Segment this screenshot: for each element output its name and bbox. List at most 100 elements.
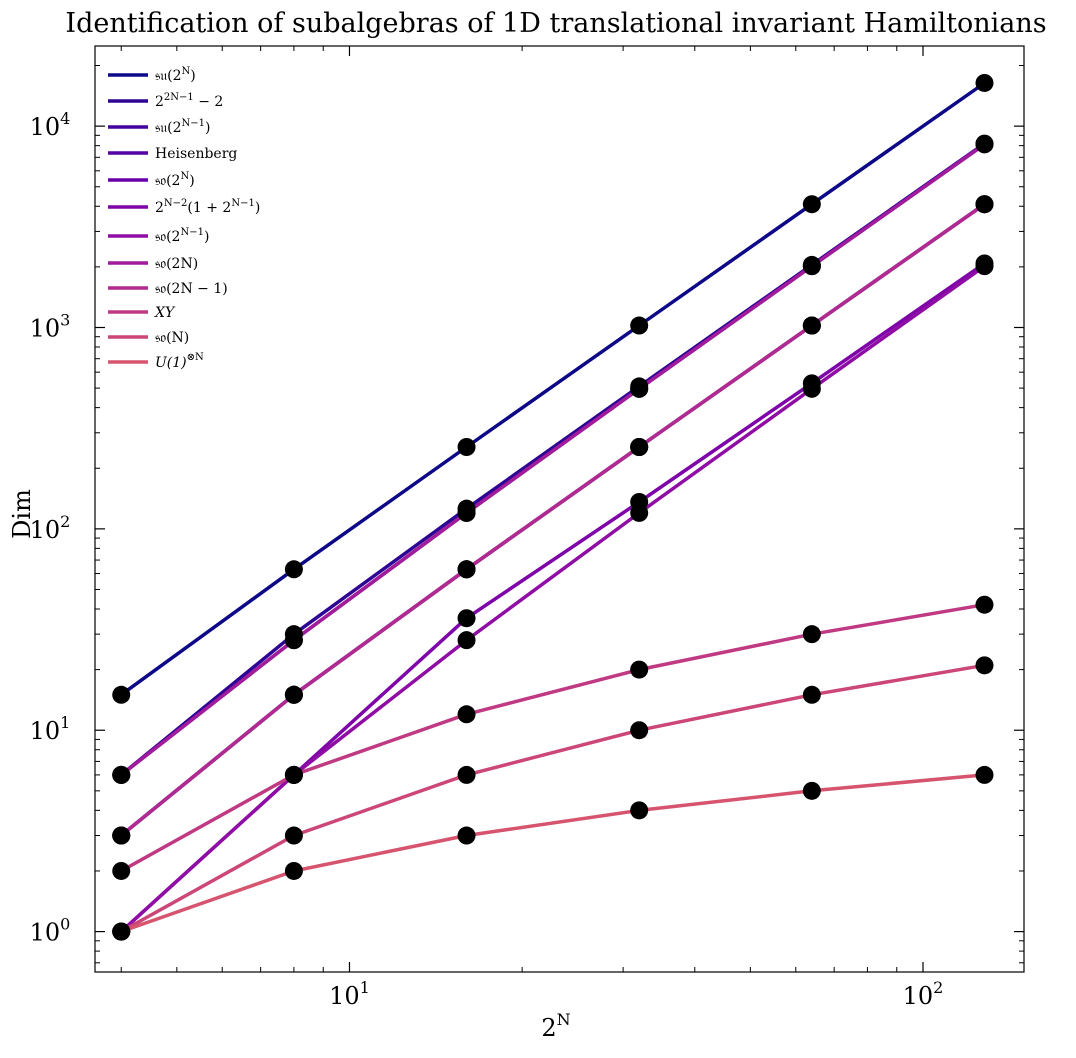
x-tick-label-base: 10 <box>329 982 360 1010</box>
y-tick-label: 103 <box>30 310 71 342</box>
y-tick-label-exp: 2 <box>60 512 70 531</box>
legend-entry: 𝔰𝔬(2N−1) <box>108 227 209 245</box>
data-point <box>802 316 821 335</box>
data-point <box>975 257 994 276</box>
series-line <box>120 202 986 837</box>
data-point <box>112 861 131 880</box>
data-point <box>802 195 821 214</box>
data-point <box>457 609 476 628</box>
legend-label: 𝔰𝔲(2N) <box>155 66 196 84</box>
legend-entry: 𝔰𝔬(2N) <box>108 256 198 272</box>
y-tick-label-base: 10 <box>30 113 61 141</box>
data-point <box>975 135 994 154</box>
legend-label: U(1)⊗N <box>155 352 204 371</box>
y-tick-label-exp: 1 <box>60 713 70 732</box>
legend-label: 𝔰𝔲(2N−1) <box>155 118 211 136</box>
series-points <box>112 73 994 941</box>
minor-ticks <box>95 46 1024 972</box>
series-line <box>120 602 985 873</box>
y-tick-label: 104 <box>30 109 71 141</box>
x-axis-label-sup: N <box>557 1010 571 1029</box>
legend-label: Heisenberg <box>155 146 237 162</box>
data-point <box>975 595 994 614</box>
y-tick-label-base: 10 <box>30 717 61 745</box>
legend-entry: 𝔰𝔬(2N) <box>108 171 195 189</box>
series-line <box>120 142 986 777</box>
plot-frame <box>94 45 1025 973</box>
legend-entry: XY <box>108 305 176 321</box>
series-line <box>120 202 986 837</box>
legend-label: 𝔰𝔬(2N) <box>155 256 198 272</box>
data-point <box>284 826 303 845</box>
data-point <box>457 631 476 650</box>
y-tick-label-base: 10 <box>30 919 61 947</box>
major-ticks <box>95 46 1024 972</box>
y-tick-label: 100 <box>30 915 71 947</box>
y-tick-label-exp: 0 <box>60 915 70 934</box>
data-point <box>802 257 821 276</box>
legend-entry: U(1)⊗N <box>108 352 204 371</box>
series-line <box>120 264 986 933</box>
data-point <box>457 437 476 456</box>
data-point <box>630 660 649 679</box>
data-point <box>630 379 649 398</box>
x-tick-label-exp: 1 <box>360 978 370 997</box>
legend-entry: 𝔰𝔬(N) <box>108 330 189 346</box>
legend: 𝔰𝔲(2N) 22N−1 − 2 𝔰𝔲(2N−1) Heisenberg 𝔰𝔬(… <box>108 66 260 371</box>
data-point <box>284 685 303 704</box>
data-point <box>457 705 476 724</box>
data-point <box>802 781 821 800</box>
y-tick-label-exp: 4 <box>60 109 70 128</box>
data-point <box>802 625 821 644</box>
data-point <box>975 195 994 214</box>
legend-entry: 22N−1 − 2 <box>108 92 223 110</box>
data-point <box>802 379 821 398</box>
legend-label: 𝔰𝔬(2N) <box>155 171 195 189</box>
x-tick-label-exp: 2 <box>933 978 943 997</box>
plot-area-border <box>94 45 1025 973</box>
series-line <box>120 81 986 697</box>
data-point <box>975 73 994 92</box>
legend-label: 2N−2(1 + 2N−1) <box>155 198 260 216</box>
legend-label: 𝔰𝔬(2N−1) <box>155 227 209 245</box>
data-point <box>457 826 476 845</box>
y-tick-label-base: 10 <box>30 314 61 342</box>
y-tick-label: 101 <box>30 713 71 745</box>
legend-label: 22N−1 − 2 <box>155 92 223 110</box>
legend-entry: 𝔰𝔬(2N − 1) <box>108 281 228 297</box>
series-lines <box>120 81 986 934</box>
data-point <box>284 560 303 579</box>
x-tick-label: 102 <box>903 978 944 1010</box>
series-line <box>120 142 986 777</box>
x-axis-label-base: 2 <box>541 1014 556 1042</box>
data-point <box>112 922 131 941</box>
chart-title: Identification of subalgebras of 1D tran… <box>65 8 1046 39</box>
data-point <box>975 765 994 784</box>
data-point <box>112 765 131 784</box>
series-line <box>120 142 986 777</box>
data-point <box>112 685 131 704</box>
data-point <box>457 765 476 784</box>
data-point <box>630 801 649 820</box>
data-point <box>457 560 476 579</box>
series-line <box>120 202 986 837</box>
series-line <box>120 773 985 934</box>
data-point <box>975 656 994 675</box>
x-tick-label: 101 <box>329 978 370 1010</box>
x-axis-label: 2N <box>541 1010 570 1042</box>
x-tick-label-base: 10 <box>903 982 934 1010</box>
y-tick-label: 102 <box>30 512 71 544</box>
y-tick-label-base: 10 <box>30 516 61 544</box>
series-line <box>120 262 986 933</box>
data-point <box>112 826 131 845</box>
data-point <box>630 503 649 522</box>
data-point <box>284 861 303 880</box>
legend-label: 𝔰𝔬(N) <box>155 330 189 346</box>
data-point <box>630 437 649 456</box>
data-point <box>457 503 476 522</box>
y-axis-label: Dim <box>8 489 36 539</box>
data-point <box>630 316 649 335</box>
legend-entry: 𝔰𝔲(2N) <box>108 66 196 84</box>
